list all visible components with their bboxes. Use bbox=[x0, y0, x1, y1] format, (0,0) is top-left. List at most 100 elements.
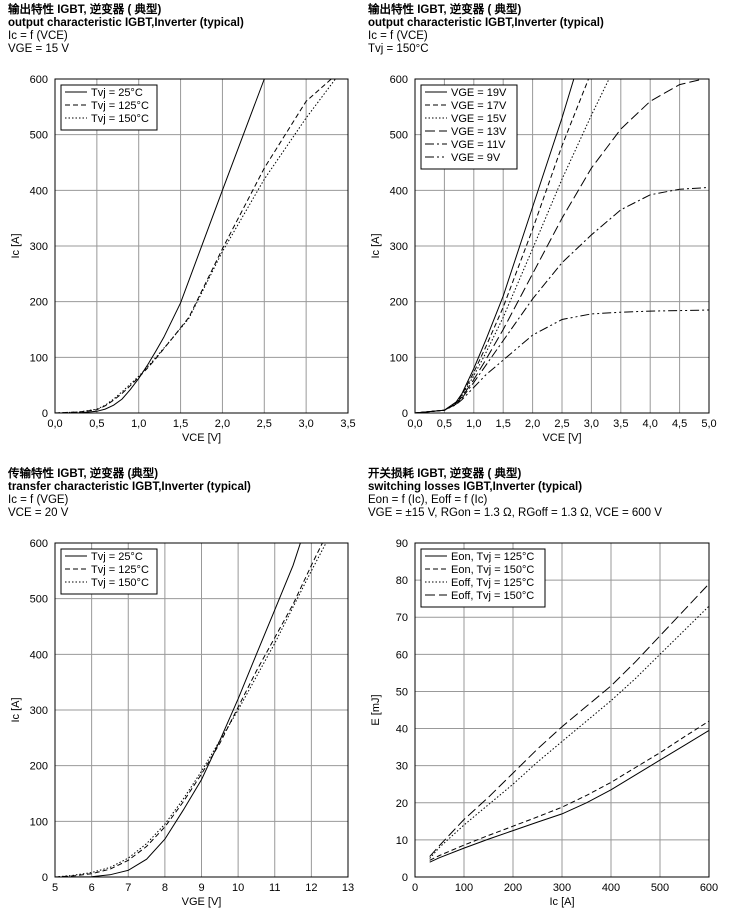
y-tick-label: 80 bbox=[396, 575, 408, 587]
y-tick-label: 100 bbox=[30, 352, 48, 364]
x-tick-label: 0,0 bbox=[47, 418, 62, 430]
subtitle-2: VGE = 15 V bbox=[8, 43, 70, 55]
title-en: output characteristic IGBT,Inverter (typ… bbox=[368, 17, 604, 29]
x-tick-label: 0,5 bbox=[89, 418, 104, 430]
y-tick-label: 0 bbox=[402, 408, 408, 420]
x-tick-label: 600 bbox=[700, 882, 718, 894]
y-tick-label: 0 bbox=[42, 872, 48, 884]
y-tick-label: 40 bbox=[396, 724, 408, 736]
x-tick-label: 0,5 bbox=[437, 418, 452, 430]
subtitle-2: VCE = 20 V bbox=[8, 507, 69, 519]
y-tick-label: 600 bbox=[30, 538, 48, 550]
x-tick-label: 200 bbox=[504, 882, 522, 894]
y-tick-label: 500 bbox=[390, 130, 408, 142]
legend-box bbox=[420, 548, 546, 608]
x-tick-label: 6 bbox=[89, 882, 95, 894]
legend-entry: VGE = 11V bbox=[451, 139, 506, 151]
legend-entry: VGE = 19V bbox=[451, 87, 507, 99]
y-tick-label: 0 bbox=[42, 408, 48, 420]
y-tick-label: 400 bbox=[30, 649, 48, 661]
x-tick-label: 100 bbox=[455, 882, 473, 894]
x-axis-label: VCE [V] bbox=[542, 432, 581, 444]
x-axis-label: Ic [A] bbox=[549, 896, 574, 908]
x-tick-label: 5,0 bbox=[701, 418, 716, 430]
y-tick-label: 300 bbox=[390, 241, 408, 253]
title-en: switching losses IGBT,Inverter (typical) bbox=[368, 481, 583, 493]
subtitle-2: Tvj = 150°C bbox=[368, 43, 429, 55]
chart-3: 5 6 7 8 9 10 11 12 13 0 100 200 300 400 500 600 VGE [V] I… bbox=[10, 538, 354, 908]
y-tick-label: 600 bbox=[390, 74, 408, 86]
chart-4: 0 100 200 300 400 500 600 0 10 20 30 40 50 60 70 80 90 Ic… bbox=[370, 538, 718, 908]
subtitle-2: VGE = ±15 V, RGon = 1.3 Ω, RGoff = 1.3 Ω… bbox=[368, 507, 662, 519]
y-tick-label: 10 bbox=[396, 835, 408, 847]
panel-title-4: 开关损耗 IGBT, 逆变器 ( 典型) switching losses IG… bbox=[368, 468, 662, 520]
y-tick-label: 400 bbox=[390, 185, 408, 197]
x-tick-label: 8 bbox=[162, 882, 168, 894]
x-tick-label: 1,5 bbox=[496, 418, 511, 430]
series-line-1 bbox=[429, 729, 709, 863]
legend-entry: Tvj = 25°C bbox=[91, 551, 143, 563]
x-tick-label: 400 bbox=[602, 882, 620, 894]
x-tick-label: 2,0 bbox=[525, 418, 540, 430]
y-tick-label: 200 bbox=[390, 297, 408, 309]
x-tick-label: 3,5 bbox=[613, 418, 628, 430]
y-tick-label: 0 bbox=[402, 872, 408, 884]
x-tick-label: 4,0 bbox=[643, 418, 658, 430]
legend-entry: Tvj = 125°C bbox=[91, 564, 149, 576]
plot-frame bbox=[54, 78, 349, 414]
title-en: output characteristic IGBT,Inverter (typ… bbox=[8, 17, 244, 29]
x-tick-label: 4,5 bbox=[672, 418, 687, 430]
x-tick-label: 1,5 bbox=[173, 418, 188, 430]
title-cn: 传输特性 IGBT, 逆变器 (典型) bbox=[8, 468, 159, 480]
y-tick-label: 30 bbox=[396, 761, 408, 773]
series-line-2 bbox=[55, 543, 323, 877]
series-line-3 bbox=[55, 543, 327, 877]
y-tick-label: 500 bbox=[30, 594, 48, 606]
legend-entry: VGE = 9V bbox=[451, 152, 501, 164]
legend-entry: Tvj = 25°C bbox=[91, 87, 143, 99]
y-tick-label: 300 bbox=[30, 705, 48, 717]
x-tick-label: 9 bbox=[198, 882, 204, 894]
y-tick-label: 200 bbox=[30, 761, 48, 773]
legend-entry: Tvj = 150°C bbox=[91, 577, 149, 589]
y-tick-label: 400 bbox=[30, 185, 48, 197]
y-axis-label: Ic [A] bbox=[10, 233, 22, 258]
x-axis-label: VGE [V] bbox=[182, 896, 222, 908]
subtitle-1: Ic = f (VCE) bbox=[8, 30, 68, 42]
plot-frame bbox=[414, 78, 710, 414]
legend-entry: Eon, Tvj = 150°C bbox=[451, 564, 534, 576]
plot-frame bbox=[54, 542, 349, 878]
subtitle-1: Eon = f (Ic), Eoff = f (Ic) bbox=[368, 494, 488, 506]
series-line-1 bbox=[55, 79, 265, 413]
x-tick-label: 12 bbox=[305, 882, 317, 894]
x-tick-label: 3,5 bbox=[340, 418, 355, 430]
series-line-4 bbox=[429, 583, 709, 857]
legend-entry: Eon, Tvj = 125°C bbox=[451, 551, 534, 563]
series-line-3 bbox=[55, 79, 336, 413]
y-tick-label: 90 bbox=[396, 538, 408, 550]
legend-entry: VGE = 13V bbox=[451, 126, 507, 138]
chart-1: 0,0 0,5 1,0 1,5 2,0 2,5 3,0 3,5 0 100 200 300 400 500… bbox=[10, 74, 356, 444]
x-tick-label: 0 bbox=[412, 882, 418, 894]
x-tick-label: 13 bbox=[342, 882, 354, 894]
x-tick-label: 5 bbox=[52, 882, 58, 894]
chart-2: 0,0 0,5 1,0 1,5 2,0 2,5 3,0 3,5 4,0 4,5 5,0 0 100 200… bbox=[370, 74, 717, 444]
x-tick-label: 500 bbox=[651, 882, 669, 894]
y-tick-label: 300 bbox=[30, 241, 48, 253]
y-tick-label: 50 bbox=[396, 686, 408, 698]
legend-entry: Tvj = 125°C bbox=[91, 100, 149, 112]
x-tick-label: 10 bbox=[232, 882, 244, 894]
legend-entry: Tvj = 150°C bbox=[91, 113, 149, 125]
x-tick-label: 2,5 bbox=[257, 418, 272, 430]
series-line-4 bbox=[415, 79, 704, 413]
x-axis-label: VCE [V] bbox=[182, 432, 221, 444]
y-tick-label: 100 bbox=[30, 816, 48, 828]
legend-entry: Eoff, Tvj = 150°C bbox=[451, 590, 534, 602]
y-tick-label: 600 bbox=[30, 74, 48, 86]
x-tick-label: 2,0 bbox=[215, 418, 230, 430]
title-cn: 输出特性 IGBT, 逆变器 ( 典型) bbox=[368, 4, 522, 16]
subtitle-1: Ic = f (VGE) bbox=[8, 494, 69, 506]
